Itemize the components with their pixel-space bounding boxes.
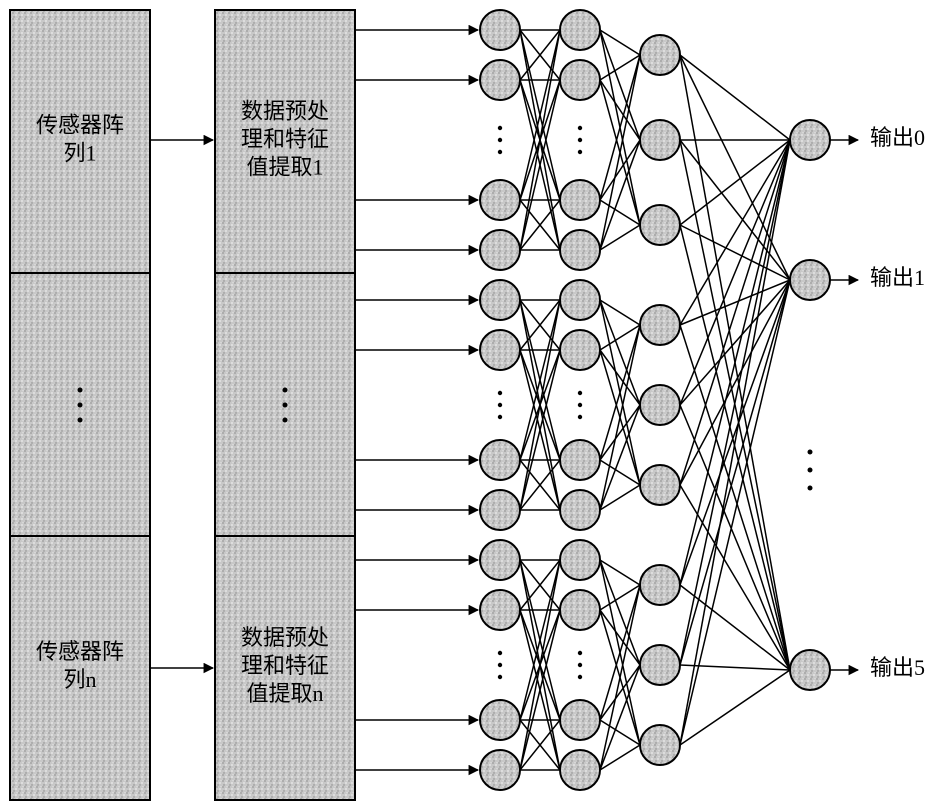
net-2-col3-2 <box>640 725 680 765</box>
output-label-1: 输出1 <box>870 265 925 290</box>
net-2-col2-0 <box>560 540 600 580</box>
sensor-ellipsis-dot <box>78 403 83 408</box>
net-2-col3-1 <box>640 645 680 685</box>
sensor-ellipsis-dot <box>78 418 83 423</box>
net-2-col1-3 <box>480 750 520 790</box>
net-0-col3-2 <box>640 205 680 245</box>
net-2-col1-2 <box>480 700 520 740</box>
net-1-col3-0 <box>640 305 680 345</box>
net-0-col3-0 <box>640 35 680 75</box>
output-ellipsis-dot <box>808 468 813 473</box>
preproc-ellipsis-dot <box>283 403 288 408</box>
preproc-label-0-2: 值提取1 <box>246 155 323 180</box>
net-0-col1-0 <box>480 10 520 50</box>
output-ellipsis-dot <box>808 486 813 491</box>
net-1-col1-2 <box>480 440 520 480</box>
net-0-col1-1 <box>480 60 520 100</box>
output-ellipsis-dot <box>808 450 813 455</box>
sensor-label-0-1: 列1 <box>63 141 96 166</box>
edges-layer <box>355 30 790 770</box>
output-label-0: 输出0 <box>870 125 925 150</box>
net-2-col2-3 <box>560 750 600 790</box>
sensor-label-0-0: 传感器阵 <box>36 113 124 138</box>
net-0-col2-0 <box>560 10 600 50</box>
net-1-col3-2 <box>640 465 680 505</box>
net-1-col1-0 <box>480 280 520 320</box>
sensor-ellipsis-dot <box>78 388 83 393</box>
sensor-label-2-1: 列n <box>63 667 96 692</box>
net-2-col1-0 <box>480 540 520 580</box>
sensor-label-2-0: 传感器阵 <box>36 639 124 664</box>
net-2-col2-1 <box>560 590 600 630</box>
net-1-col3-1 <box>640 385 680 425</box>
net-0-col2-3 <box>560 230 600 270</box>
net-1-col2-0 <box>560 280 600 320</box>
net-0-col2-1 <box>560 60 600 100</box>
net-1-col1-3 <box>480 490 520 530</box>
net-2-col2-2 <box>560 700 600 740</box>
net-0-col2-2 <box>560 180 600 220</box>
preproc-label-2-0: 数据预处 <box>241 625 329 650</box>
preproc-label-0-0: 数据预处 <box>241 99 329 124</box>
net-1-col2-3 <box>560 490 600 530</box>
net-0-col1-3 <box>480 230 520 270</box>
net-0-col3-1 <box>640 120 680 160</box>
net-1-col2-1 <box>560 330 600 370</box>
preproc-label-2-2: 值提取n <box>246 681 323 706</box>
output-node-2 <box>790 650 830 690</box>
output-node-1 <box>790 260 830 300</box>
net-2-col1-1 <box>480 590 520 630</box>
output-label-2: 输出5 <box>870 655 925 680</box>
net-2-col3-0 <box>640 565 680 605</box>
preproc-ellipsis-dot <box>283 418 288 423</box>
net-1-col2-2 <box>560 440 600 480</box>
preproc-label-2-1: 理和特征 <box>241 653 329 678</box>
preproc-label-0-1: 理和特征 <box>241 127 329 152</box>
preproc-ellipsis-dot <box>283 388 288 393</box>
net-1-col1-1 <box>480 330 520 370</box>
output-node-0 <box>790 120 830 160</box>
net-0-col1-2 <box>480 180 520 220</box>
